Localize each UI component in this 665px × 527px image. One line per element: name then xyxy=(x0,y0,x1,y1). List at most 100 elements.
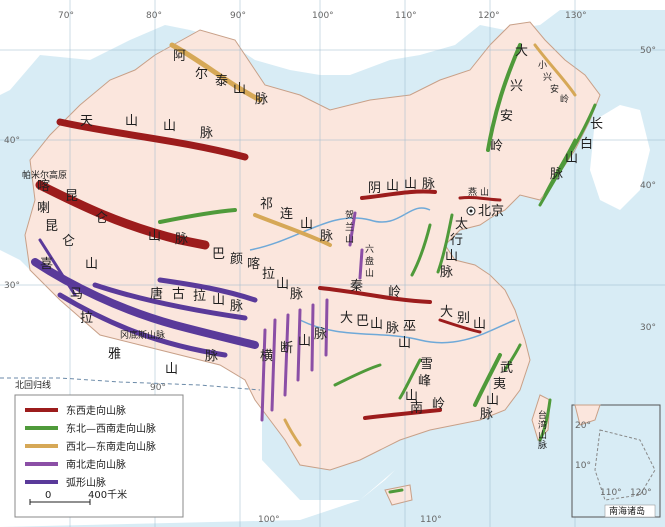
tanggula-char-1: 唐 xyxy=(150,286,163,302)
tanggula-char-4: 山 xyxy=(212,293,225,308)
liupan-line xyxy=(358,248,364,280)
inset-land xyxy=(574,404,601,426)
dabashan-char-2: 巴 xyxy=(356,314,369,329)
scale-zero: 0 xyxy=(45,490,51,501)
qinling-char-1: 秦 xyxy=(350,279,363,294)
tick-110: 110° xyxy=(395,11,417,21)
dabashan-char-1: 大 xyxy=(340,311,353,326)
hengduan-char-4: 脉 xyxy=(314,327,327,342)
taihang-line-2 xyxy=(436,213,454,274)
yinshan-char-1: 阴 xyxy=(368,181,381,196)
liupan-char-3: 山 xyxy=(365,268,374,279)
daxing-char-3: 安 xyxy=(500,109,513,124)
bayanhar-char-6: 脉 xyxy=(290,287,303,302)
hainan-line xyxy=(388,488,404,494)
tianshan-char-3: 山 xyxy=(163,119,176,134)
karakoram-char-5: 山 xyxy=(85,257,98,272)
tropic-of-cancer xyxy=(0,377,261,391)
tick-lat-40-right: 40° xyxy=(640,181,656,191)
xiaoxing-char-2: 兴 xyxy=(543,72,552,83)
nanling-line xyxy=(363,408,442,420)
tianshan-char-2: 山 xyxy=(125,114,138,129)
korea-japan xyxy=(590,105,650,210)
tianshan-char-1: 天 xyxy=(80,114,93,129)
himalaya-char-3: 拉 xyxy=(80,311,93,326)
taiwan-char-3: 山 xyxy=(538,430,547,441)
qilian-char-1: 祁 xyxy=(260,197,273,212)
yanshan-char-2: 山 xyxy=(480,187,489,198)
bayanhar-char-4: 拉 xyxy=(262,267,275,282)
wuyi-char-2: 夷 xyxy=(493,376,506,392)
wushan-char-2: 山 xyxy=(398,336,411,351)
taiwan-char-2: 湾 xyxy=(538,419,547,431)
tanggula-char-3: 拉 xyxy=(193,289,206,304)
qilian-char-4: 脉 xyxy=(320,229,333,244)
legend: 东西走向山脉 东北—西南走向山脉 西北—东南走向山脉 南北走向山脉 弧形山脉 0… xyxy=(14,394,184,518)
china-land xyxy=(24,21,601,471)
inset-tick-10: 10° xyxy=(575,461,591,471)
taiwan-char-1: 台 xyxy=(538,409,547,421)
hengduan-line-5 xyxy=(310,303,315,372)
yinshan-char-2: 山 xyxy=(386,179,399,194)
hengduan-line-4 xyxy=(296,308,302,382)
mountain-lines xyxy=(31,42,597,494)
himalaya-char-4: 雅 xyxy=(108,347,121,362)
taihang-char-4: 脉 xyxy=(440,265,453,280)
tick-130: 130° xyxy=(565,11,587,21)
bayanhar-char-2: 颜 xyxy=(230,251,243,267)
legend-label-ns: 南北走向山脉 xyxy=(66,458,126,471)
yanshan-char-1: 燕 xyxy=(468,186,477,198)
liupan-char-1: 六 xyxy=(365,243,374,255)
changbai-char-4: 脉 xyxy=(550,167,563,182)
hengduan-line-6 xyxy=(324,298,329,357)
xuefeng-char-3: 山 xyxy=(405,389,418,404)
altun-line xyxy=(158,208,237,224)
beijing-label: 北京 xyxy=(478,204,504,219)
tick-90-bottom: 90° xyxy=(150,383,166,393)
qilian-char-2: 连 xyxy=(280,206,293,222)
inset-tick-110: 110° xyxy=(600,488,622,498)
xuefeng-char-2: 峰 xyxy=(418,374,431,389)
tropic-label: 北回归线 xyxy=(15,379,51,391)
legend-label-ew: 东西走向山脉 xyxy=(66,404,126,417)
lon-ticks-top: 70° 80° 90° 100° 110° 120° 130° xyxy=(58,11,587,21)
kunlun-char-4: 脉 xyxy=(175,232,188,247)
taiwan-line xyxy=(538,398,552,442)
hengduan-char-3: 山 xyxy=(298,334,311,349)
taiwan-char-4: 脉 xyxy=(538,439,547,451)
liupan-char-2: 盘 xyxy=(365,255,374,267)
inset-label: 南海诸岛 xyxy=(609,505,645,517)
wuyi-char-4: 脉 xyxy=(480,407,493,422)
karakoram-char-4: 仑 xyxy=(62,234,75,249)
tianshan-line xyxy=(56,118,249,161)
legend-box xyxy=(14,394,184,518)
tanggula-char-2: 古 xyxy=(172,287,185,302)
scale-end: 400千米 xyxy=(88,488,127,501)
wuyi-line xyxy=(473,353,502,407)
inset-tick-120: 120° xyxy=(630,488,652,498)
tick-lat-40-left: 40° xyxy=(4,136,20,146)
dabashan-char-3: 山 xyxy=(370,317,383,332)
himalaya-char-1: 喜 xyxy=(40,257,53,272)
dabie-line xyxy=(438,318,482,334)
kunlun-char-2: 仑 xyxy=(95,211,108,226)
tanggula-line xyxy=(157,277,258,303)
changbai-char-3: 山 xyxy=(565,151,578,166)
inset-tick-20: 20° xyxy=(575,421,591,431)
tick-110-bottom: 110° xyxy=(420,515,442,525)
tick-80: 80° xyxy=(146,11,162,21)
daxinganling-line xyxy=(486,43,522,152)
ailao-line xyxy=(283,418,302,447)
altai-char-2: 尔 xyxy=(195,67,208,82)
yinshan-char-4: 脉 xyxy=(422,177,435,192)
wushan-char-1: 巫 xyxy=(403,319,416,334)
yinshan-char-3: 山 xyxy=(404,177,417,192)
altai-char-3: 泰 xyxy=(215,74,228,89)
yellow-river xyxy=(249,207,431,251)
xuefeng-line xyxy=(398,358,422,400)
altai-line xyxy=(169,42,263,103)
qilian-line xyxy=(253,213,332,247)
wuyi-char-1: 武 xyxy=(500,361,513,376)
kunlun-char-3: 山 xyxy=(148,229,161,244)
